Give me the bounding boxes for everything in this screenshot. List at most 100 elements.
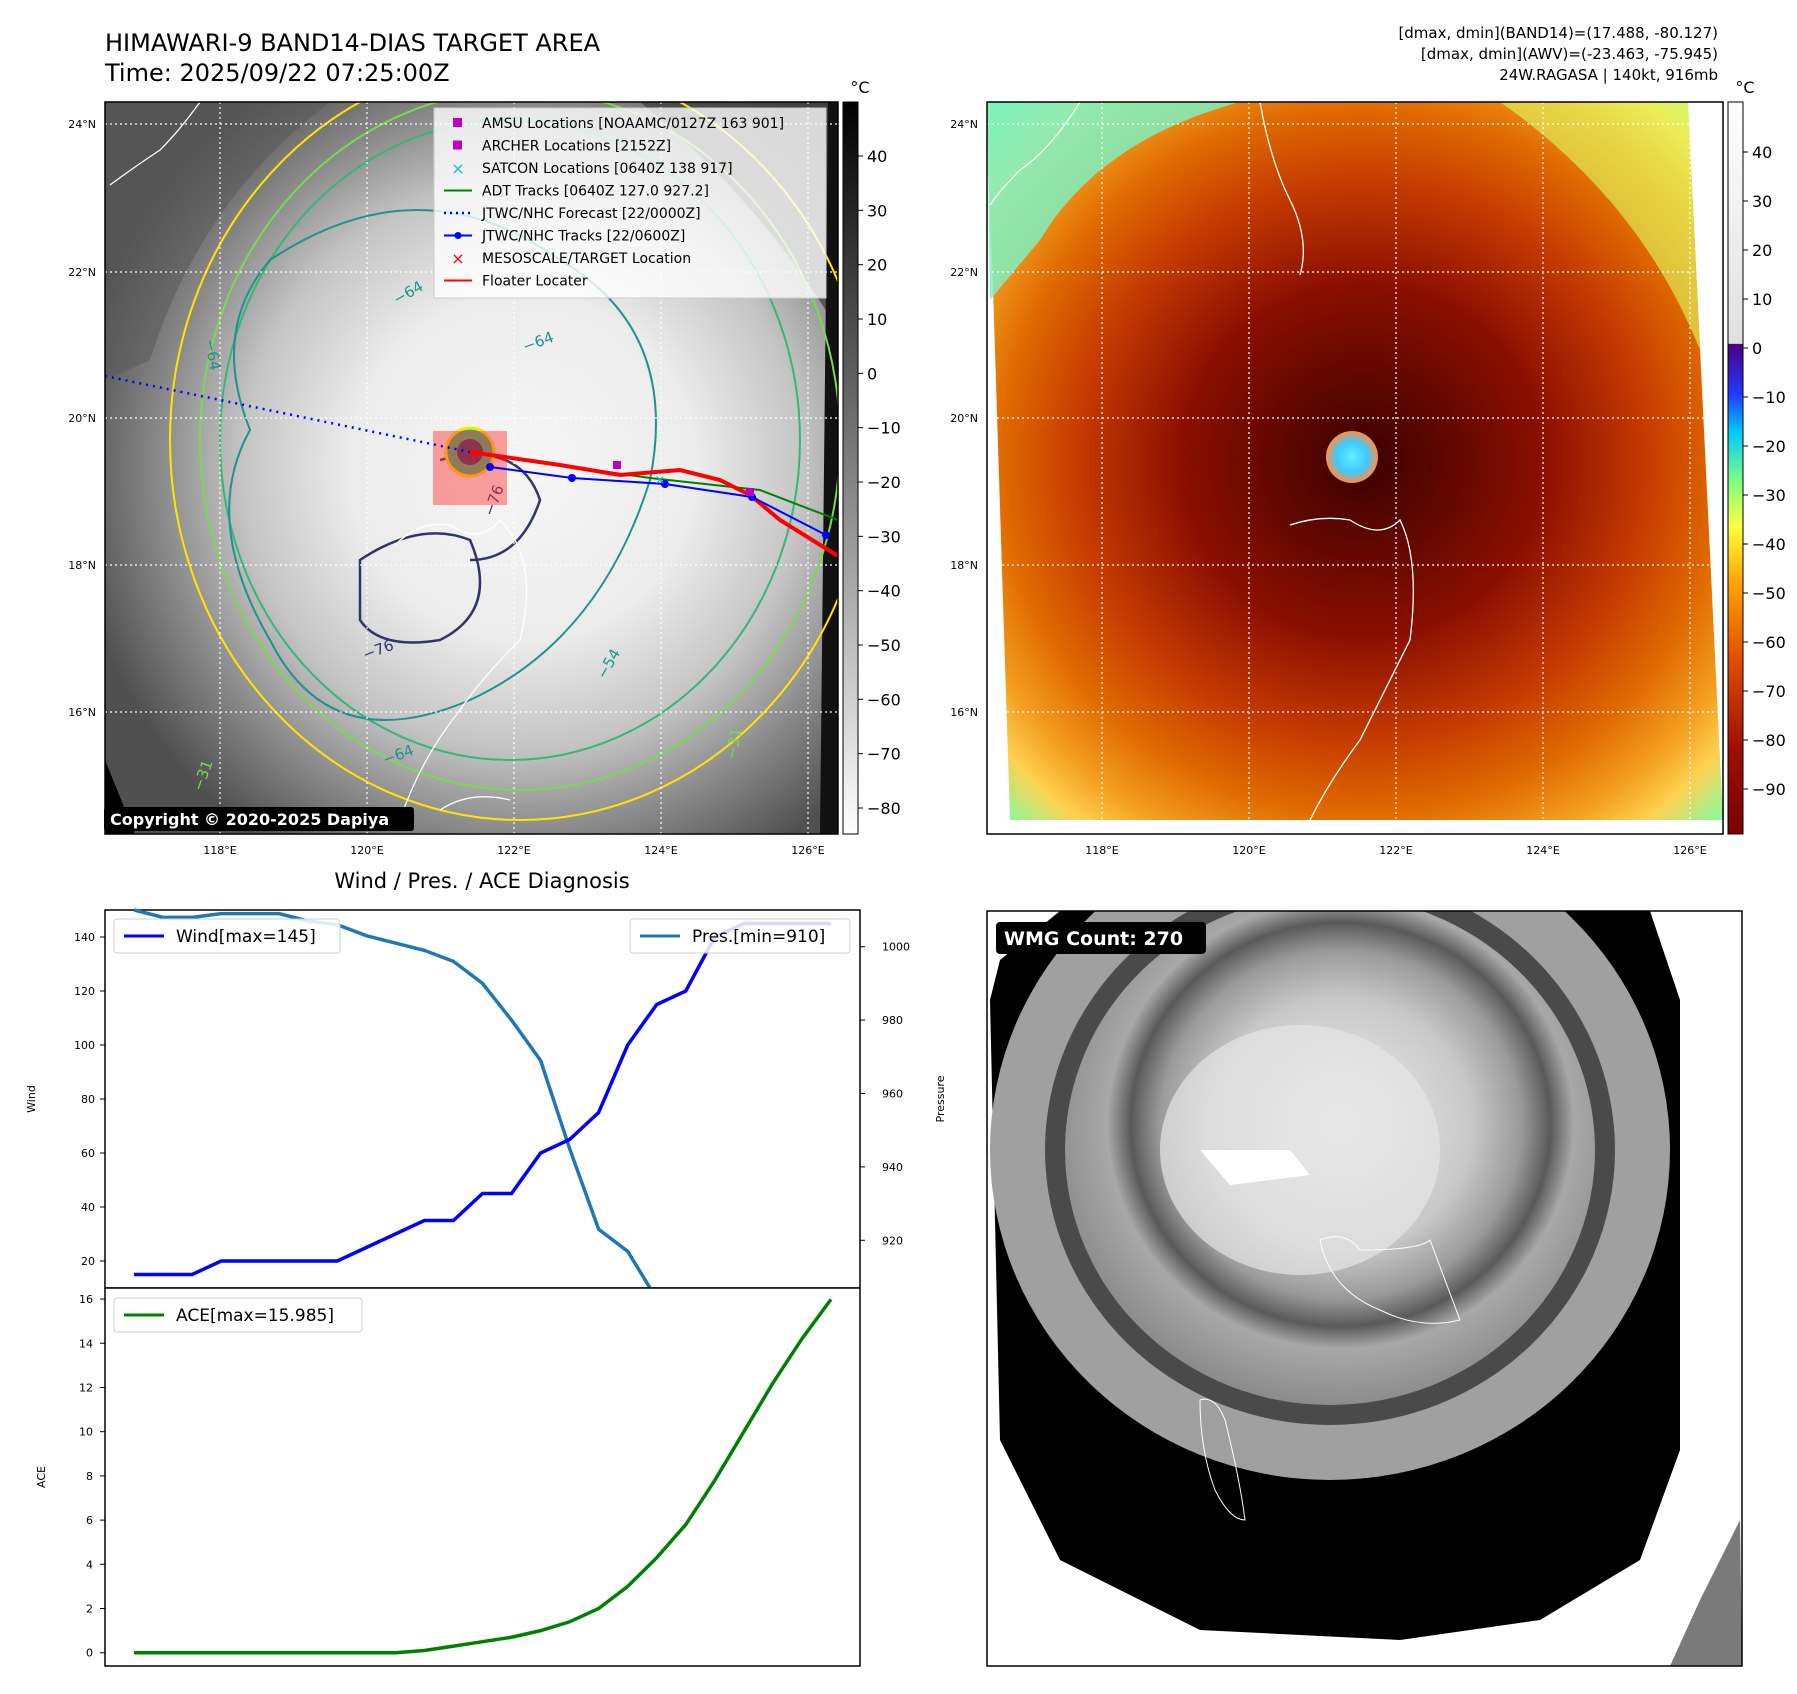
colorbar-unit: °C [850, 78, 869, 97]
pressure-legend: Pres.[min=910] [629, 918, 851, 954]
contour-navy [358, 532, 482, 644]
ace-tick-label: 0 [86, 1647, 93, 1660]
legend-symbol [453, 118, 462, 127]
lon-label: 126°E [1673, 844, 1706, 857]
coastline-china [989, 102, 1081, 206]
wmg-coastline [1319, 1236, 1461, 1324]
pressure-legend-label: Pres.[min=910] [692, 927, 825, 947]
legend-symbol: × [451, 159, 464, 178]
ace-series-line [134, 1298, 833, 1655]
colorbar-unit: °C [1735, 78, 1754, 97]
colorbar-tick-label: 30 [1752, 192, 1772, 211]
wind-tick-label: 40 [81, 1201, 95, 1214]
wmg-panel: WMG Count: 270 [986, 910, 1743, 1667]
figure-time: Time: 2025/09/22 07:25:00Z [104, 59, 450, 87]
wind-tick-label: 80 [81, 1093, 95, 1106]
contour-label: −31 [722, 726, 745, 760]
pressure-axis-label: Pressure [934, 1075, 947, 1122]
lat-labels: 24°N 22°N 20°N 18°N 16°N [950, 118, 978, 719]
info-awv-range: [dmax, dmin](AWV)=(-23.463, -75.945) [1421, 45, 1718, 63]
lon-label: 124°E [1526, 844, 1559, 857]
pressure-tick-label: 940 [882, 1161, 903, 1174]
legend-box [433, 107, 827, 299]
wind-legend: Wind[max=145] [113, 918, 341, 954]
coastline-china [109, 102, 201, 186]
contour-green [199, 102, 838, 791]
copyright-text: Copyright © 2020-2025 Dapiya [110, 810, 389, 829]
pressure-tick-label: 1000 [882, 941, 910, 954]
legend-label: ARCHER Locations [2152Z] [482, 139, 671, 155]
colorbar-tick-label: 0 [1752, 339, 1762, 358]
legend-label: MESOSCALE/TARGET Location [482, 251, 691, 267]
pressure-tick-label: 980 [882, 1014, 903, 1027]
colorbar-tick-label: −90 [1752, 780, 1786, 799]
lat-label: 22°N [950, 266, 978, 279]
legend-label: Floater Locater [482, 274, 588, 290]
wind-tick-label: 100 [74, 1039, 95, 1052]
lon-labels: 118°E 120°E 122°E 124°E 126°E [1085, 844, 1706, 857]
diagnosis-title: Wind / Pres. / ACE Diagnosis [334, 869, 629, 893]
legend-symbol-dot [454, 232, 462, 239]
wmg-core [1160, 1025, 1440, 1275]
colorbar-bar [842, 101, 859, 835]
legend-symbol [453, 140, 462, 150]
lat-label: 16°N [950, 706, 978, 719]
wind-tick-label: 20 [81, 1255, 95, 1268]
colorbar-tick-label: −60 [1752, 633, 1786, 652]
storm-eye [1326, 431, 1378, 483]
wmg-label-box [996, 922, 1206, 954]
pressure-tick-label: 960 [882, 1087, 903, 1100]
map-panel-band14: −64 −64 −64 −76 −76 −54 −64 −31 −31 [68, 78, 901, 857]
info-band14-range: [dmax, dmin](BAND14)=(17.488, -80.127) [1398, 24, 1718, 42]
coastline-luzon [394, 519, 528, 821]
ace-axes [104, 1287, 861, 1667]
colorbar-tick-label: −80 [867, 799, 901, 818]
colorbar-tick-label: −70 [1752, 682, 1786, 701]
colorbar-tick-label: −40 [867, 582, 901, 601]
coastline [439, 796, 511, 811]
colorbar-bar [1727, 101, 1744, 835]
colorbar-tick-label: −10 [867, 419, 901, 438]
colorbar-tick-label: −20 [1752, 437, 1786, 456]
colorbar-tick-label: −80 [1752, 731, 1786, 750]
diagnosis-panel: Wind / Pres. / ACE Diagnosis 20406080100… [25, 869, 947, 1667]
legend-label: SATCON Locations [0640Z 138 917] [482, 161, 733, 177]
lat-label: 18°N [68, 559, 96, 572]
lat-label: 24°N [950, 118, 978, 131]
cold-edge-region [1500, 102, 1700, 350]
ace-tick-label: 2 [86, 1603, 93, 1616]
amsu-marker [746, 488, 754, 496]
legend-label: ADT Tracks [0640Z 127.0 927.2] [482, 184, 709, 200]
floater-track [469, 450, 838, 558]
lon-label: 120°E [1232, 844, 1265, 857]
lat-label: 20°N [68, 412, 96, 425]
colorbar-tick-label: −60 [867, 690, 901, 709]
colorbar-tick-label: 0 [867, 364, 877, 383]
colorbar-tick-label: 10 [867, 310, 887, 329]
coastline-taiwan [1259, 102, 1304, 276]
wind-tick-label: 140 [74, 931, 95, 944]
colorbar-tick-label: 30 [867, 201, 887, 220]
colorbar-tick-label: 10 [1752, 290, 1772, 309]
amsu-marker [613, 461, 621, 469]
wmg-bright-patch [1200, 1150, 1310, 1185]
ace-axis-label: ACE [35, 1466, 48, 1488]
coastline-luzon [1289, 517, 1414, 821]
lat-label: 18°N [950, 559, 978, 572]
wind-tick-label: 120 [74, 985, 95, 998]
map-gridlines [987, 102, 1723, 834]
ace-legend: ACE[max=15.985] [113, 1297, 363, 1333]
colorbar-tick-label: −30 [867, 527, 901, 546]
lon-label: 118°E [203, 844, 236, 857]
legend-label: AMSU Locations [NOAAMC/0127Z 163 901] [482, 116, 784, 132]
colorbar-tick-label: 20 [867, 256, 887, 275]
colorbar-band14: °C 40 30 20 10 0 −10 −20 −30 −40 −50 −60 −70 −80 [842, 78, 901, 835]
figure-title: HIMAWARI-9 BAND14-DIAS TARGET AREA [105, 29, 601, 57]
lon-label: 122°E [497, 844, 530, 857]
cold-edge-region [987, 102, 1240, 300]
legend-symbol: × [451, 249, 464, 268]
copyright-box [104, 807, 414, 831]
lat-label: 24°N [68, 118, 96, 131]
legend-label: JTWC/NHC Tracks [22/0600Z] [481, 229, 685, 245]
